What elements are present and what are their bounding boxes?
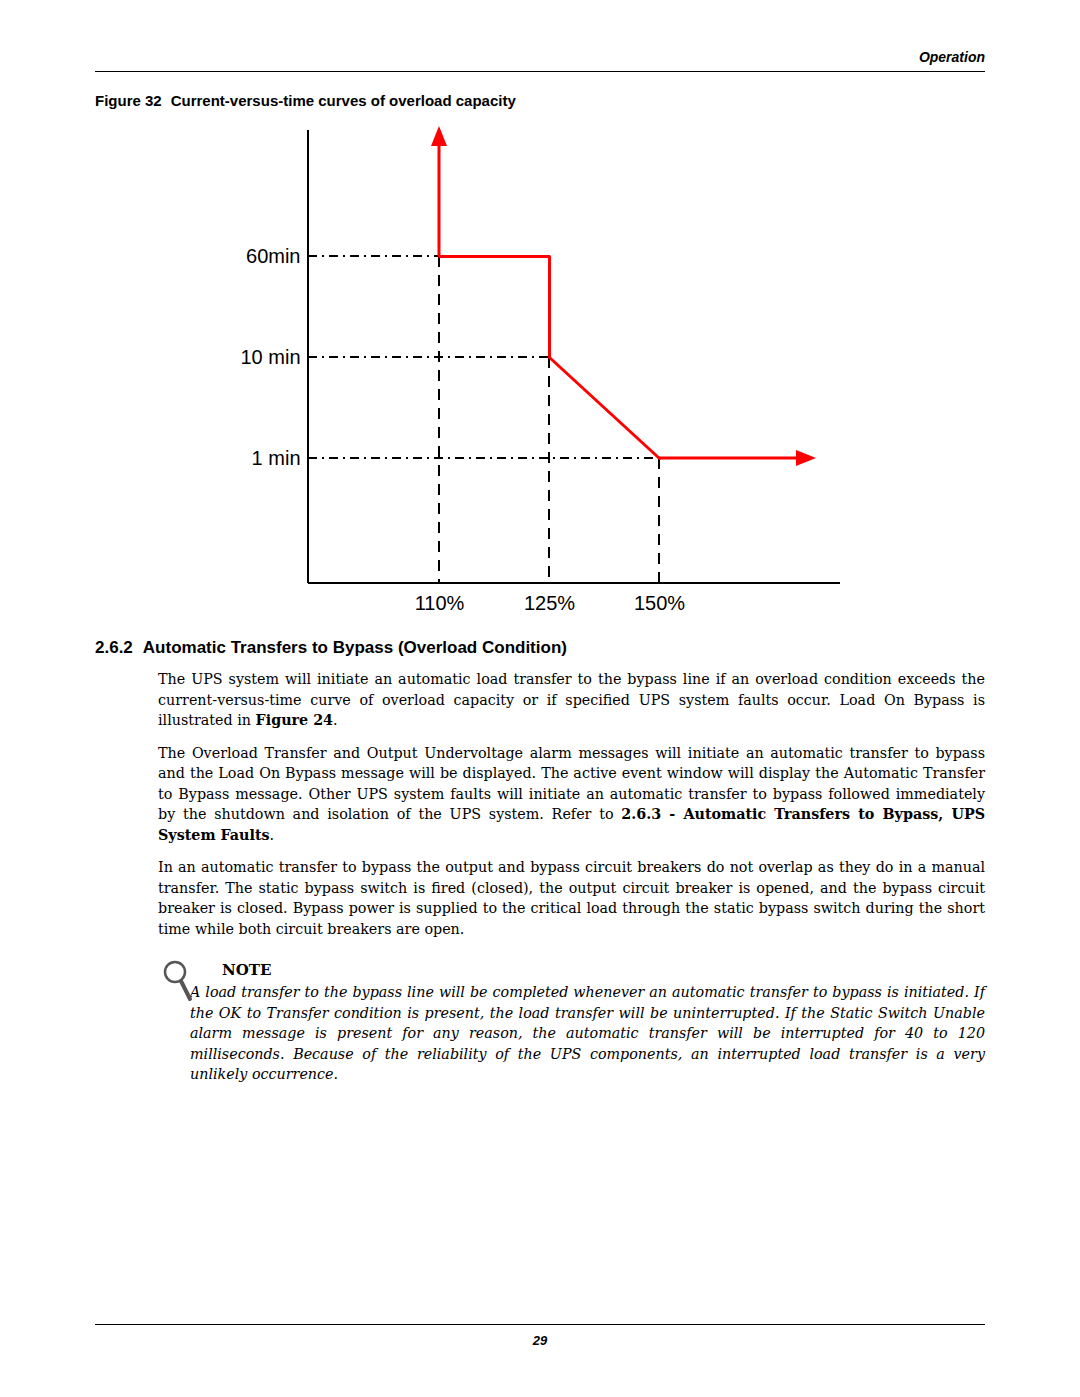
svg-text:150%: 150% <box>634 592 685 614</box>
html-text:NOTE: NOTE <box>222 961 272 979</box>
svg-text:1 min: 1 min <box>252 447 301 469</box>
html-text:A load transfer to the bypass: A load transfer to the bypass line will … <box>190 984 985 1082</box>
svg-text:10 min: 10 min <box>240 346 300 368</box>
html-text:29: 29 <box>532 1333 548 1348</box>
html-text:The UPS system will initiate a: The UPS system will initiate an automati… <box>158 671 985 728</box>
html-text:Current-versus-time curves of: Current-versus-time curves of overload c… <box>170 92 516 109</box>
html-text:In an automatic transfer to by: In an automatic transfer to bypass the o… <box>158 859 985 937</box>
html-text:Figure 32: Figure 32 <box>95 92 162 109</box>
html-text:Automatic Transfers to Bypass: Automatic Transfers to Bypass (Overload … <box>142 638 567 657</box>
html-text:2.6.2: 2.6.2 <box>95 638 133 657</box>
svg-text:110%: 110% <box>415 592 465 614</box>
html-text:Operation: Operation <box>918 49 985 65</box>
svg-text:125%: 125% <box>524 592 575 614</box>
html-text:The Overload Transfer and Outp: The Overload Transfer and Output Undervo… <box>158 744 985 843</box>
svg-text:60min: 60min <box>246 245 300 267</box>
